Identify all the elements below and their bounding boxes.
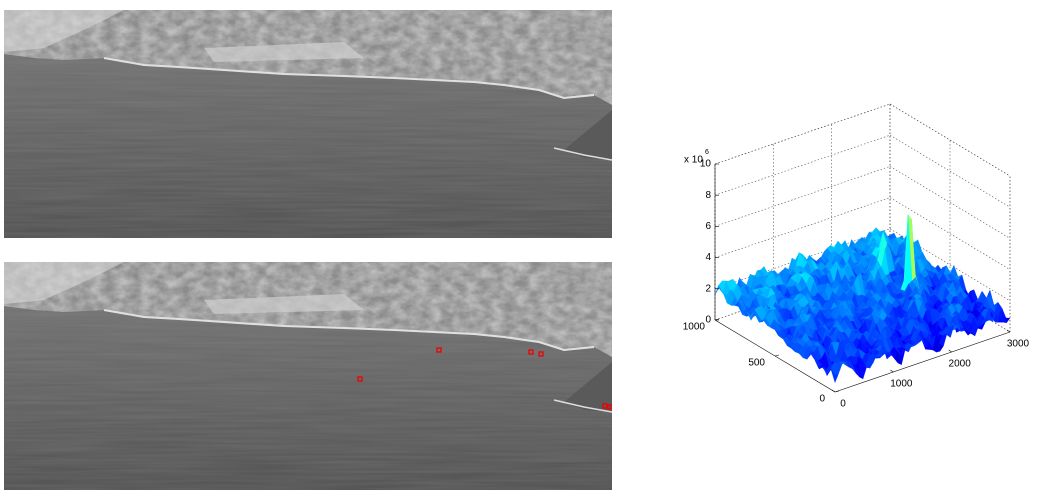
grid-line (714, 166, 891, 227)
photo-original (4, 10, 612, 238)
x-tick (1006, 329, 1011, 333)
x-tick-label: 3000 (1007, 339, 1030, 350)
keypoint (357, 376, 363, 382)
keypoint (538, 351, 544, 357)
grid-line (889, 228, 1011, 302)
x-tick-label: 0 (840, 399, 846, 410)
x-tick-label: 1000 (890, 379, 913, 390)
z-tick-label: 6 (705, 221, 711, 232)
surface-patch (830, 369, 839, 384)
z-multiplier: x 10 (684, 155, 703, 166)
z-tick-label: 0 (705, 315, 711, 326)
z-tick-label: 10 (700, 159, 712, 170)
x-axis (834, 331, 1011, 393)
y-axis (714, 319, 836, 393)
keypoint (607, 404, 612, 410)
grid-line (714, 197, 891, 258)
keypoint (528, 349, 534, 355)
grid-line (889, 197, 1011, 270)
keypoint (436, 347, 442, 353)
grid-line (714, 134, 891, 196)
x-tick (890, 369, 894, 373)
y-tick (774, 354, 780, 357)
grid-line (889, 103, 1011, 177)
y-tick (714, 318, 720, 321)
x-tick (948, 349, 952, 353)
y-tick-label: 500 (748, 358, 765, 369)
z-tick-label: 8 (705, 190, 711, 201)
z-multiplier-exponent: 6 (705, 149, 709, 156)
grid-line (889, 166, 1011, 239)
x-tick-label: 2000 (949, 359, 972, 370)
photo-processed (4, 262, 612, 490)
grid-line (714, 103, 891, 165)
z-tick-label: 4 (705, 252, 711, 263)
keypoint (602, 403, 608, 409)
y-tick-label: 0 (819, 394, 825, 405)
y-tick-label: 1000 (683, 322, 706, 333)
grid-line (889, 134, 1011, 208)
z-tick-label: 2 (705, 283, 711, 294)
surface (714, 214, 1011, 384)
photo-keypoints (4, 262, 612, 490)
